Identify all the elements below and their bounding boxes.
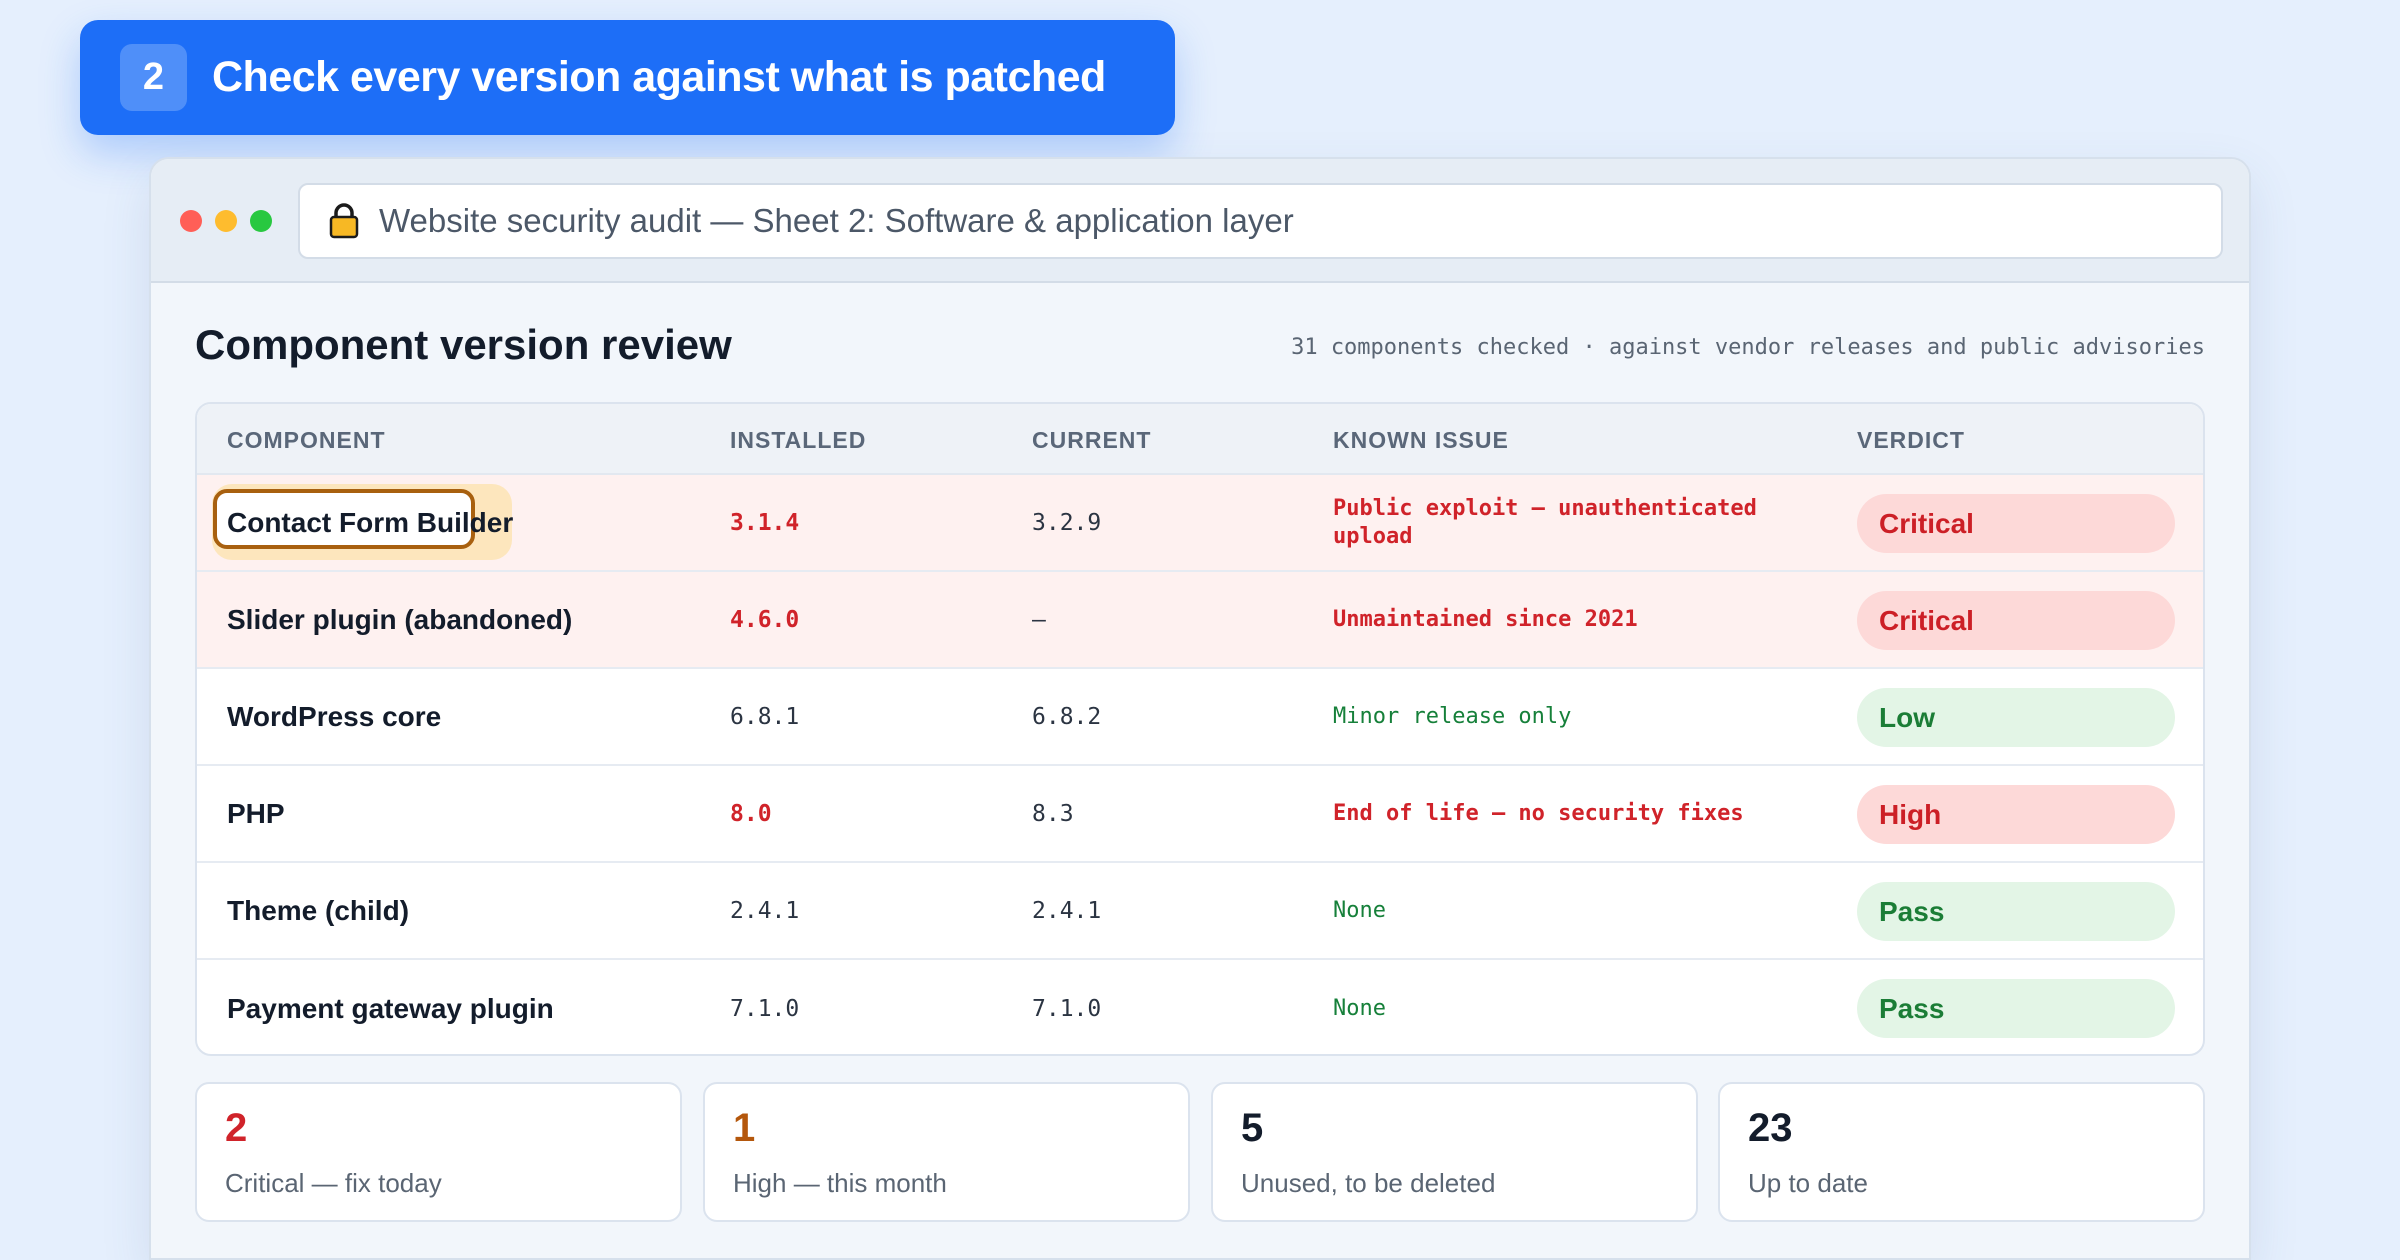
close-window-button[interactable] (180, 210, 202, 232)
component-name: Payment gateway plugin (227, 992, 554, 1024)
stat-label: Up to date (1748, 1168, 1868, 1198)
column-header-verdict: VERDICT (1857, 427, 1965, 453)
component-table: COMPONENT INSTALLED CURRENT KNOWN ISSUE … (195, 402, 2205, 1056)
browser-window: Website security audit — Sheet 2: Softwa… (149, 157, 2251, 1260)
step-number: 2 (120, 44, 187, 111)
stat-card-critical: 2 Critical — fix today (195, 1082, 682, 1222)
stat-value: 5 (1241, 1106, 1264, 1150)
table-row[interactable]: Slider plugin (abandoned) 4.6.0 — Unmain… (197, 572, 2203, 669)
column-header-current: CURRENT (1032, 427, 1152, 453)
component-name: Theme (child) (227, 894, 410, 926)
table-header: COMPONENT INSTALLED CURRENT KNOWN ISSUE … (197, 404, 2203, 475)
summary-stats: 2 Critical — fix today 1 High — this mon… (195, 1082, 2205, 1222)
known-issue: End of life — no security fixes (1333, 800, 1744, 826)
stat-card-high: 1 High — this month (703, 1082, 1190, 1222)
known-issue: Public exploit — unauthenticated upload (1333, 495, 1757, 549)
window-titlebar: Website security audit — Sheet 2: Softwa… (151, 159, 2249, 283)
section-header: Component version review 31 components c… (195, 283, 2205, 393)
known-issue: None (1333, 897, 1386, 923)
table-row[interactable]: WordPress core 6.8.1 6.8.2 Minor release… (197, 669, 2203, 766)
minimize-window-button[interactable] (215, 210, 237, 232)
stat-label: Unused, to be deleted (1241, 1168, 1496, 1198)
component-name: WordPress core (227, 700, 442, 732)
table-row[interactable]: Contact Form Builder 3.1.4 3.2.9 Public … (197, 475, 2203, 572)
verdict-badge: High (1857, 785, 2175, 844)
column-header-component: COMPONENT (227, 427, 386, 453)
verdict-badge: Critical (1857, 494, 2175, 553)
known-issue: Minor release only (1333, 703, 1572, 729)
installed-version: 7.1.0 (730, 995, 800, 1022)
highlight-outline (213, 489, 475, 549)
column-header-installed: INSTALLED (730, 427, 867, 453)
current-version: 2.4.1 (1032, 897, 1102, 924)
maximize-window-button[interactable] (250, 210, 272, 232)
step-title: Check every version against what is patc… (212, 53, 1106, 101)
current-version: — (1032, 606, 1046, 633)
column-header-known-issue: KNOWN ISSUE (1333, 427, 1509, 453)
table-row[interactable]: PHP 8.0 8.3 End of life — no security fi… (197, 766, 2203, 863)
known-issue: Unmaintained since 2021 (1333, 606, 1638, 632)
installed-version: 6.8.1 (730, 703, 800, 730)
lock-icon (329, 203, 359, 239)
stat-value: 23 (1748, 1106, 1793, 1150)
known-issue: None (1333, 995, 1386, 1021)
installed-version: 3.1.4 (730, 509, 800, 536)
table-row[interactable]: Theme (child) 2.4.1 2.4.1 None Pass (197, 863, 2203, 960)
current-version: 7.1.0 (1032, 995, 1102, 1022)
current-version: 3.2.9 (1032, 509, 1102, 536)
stat-label: High — this month (733, 1168, 947, 1198)
stat-label: Critical — fix today (225, 1168, 442, 1198)
verdict-badge: Pass (1857, 882, 2175, 941)
verdict-badge: Critical (1857, 591, 2175, 650)
address-bar[interactable]: Website security audit — Sheet 2: Softwa… (298, 183, 2223, 259)
component-name[interactable]: Contact Form Builder (227, 506, 514, 538)
page-title: Component version review (195, 321, 732, 368)
component-name: PHP (227, 797, 285, 829)
stat-card-up-to-date: 23 Up to date (1718, 1082, 2205, 1222)
section-meta: 31 components checked · against vendor r… (1291, 335, 2205, 360)
verdict-badge: Pass (1857, 979, 2175, 1038)
installed-version: 2.4.1 (730, 897, 800, 924)
step-banner: 2 Check every version against what is pa… (80, 20, 1175, 135)
table-row[interactable]: Payment gateway plugin 7.1.0 7.1.0 None … (197, 960, 2203, 1054)
stat-card-unused: 5 Unused, to be deleted (1211, 1082, 1698, 1222)
stat-value: 1 (733, 1106, 756, 1150)
stat-value: 2 (225, 1106, 248, 1150)
verdict-badge: Low (1857, 688, 2175, 747)
current-version: 8.3 (1032, 800, 1074, 827)
current-version: 6.8.2 (1032, 703, 1102, 730)
component-name: Slider plugin (abandoned) (227, 603, 573, 635)
installed-version: 8.0 (730, 800, 772, 827)
installed-version: 4.6.0 (730, 606, 800, 633)
address-text: Website security audit — Sheet 2: Softwa… (379, 202, 1294, 239)
